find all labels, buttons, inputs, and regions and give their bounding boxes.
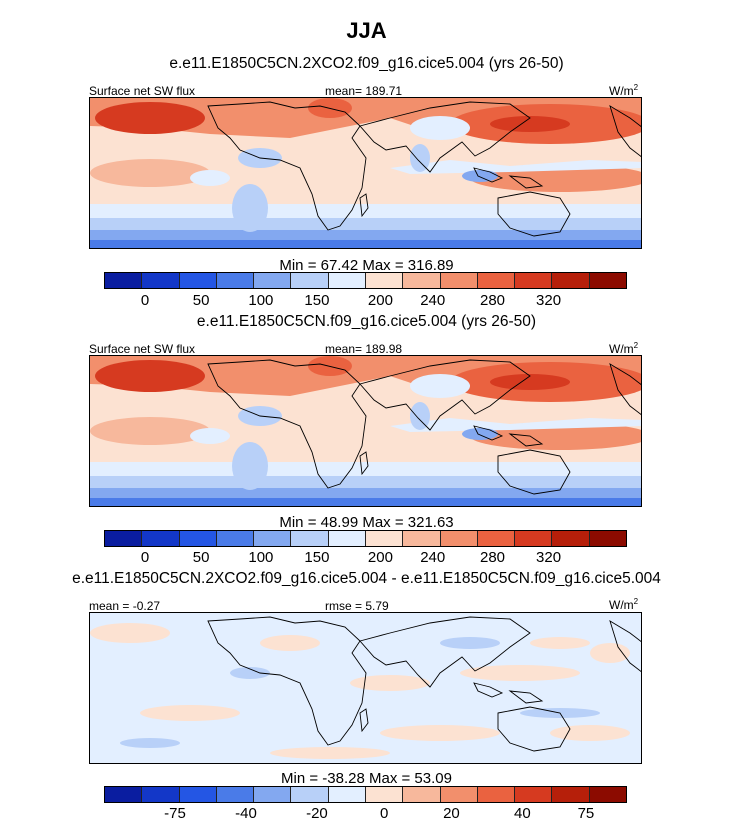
colorbar-tick-label: 100 [248, 292, 274, 309]
colorbar-tick-label: 280 [479, 549, 506, 566]
colorbar-tick-label: 200 [367, 549, 393, 566]
colorbar-tick-label: 50 [192, 292, 210, 309]
colorbar-swatch [142, 273, 180, 288]
colorbar-swatch [515, 531, 553, 546]
colorbar-swatch [328, 787, 366, 802]
colorbar-tick-label: 200 [367, 292, 393, 309]
panel-1-map-plot [90, 98, 641, 248]
colorbar-swatch [403, 787, 441, 802]
colorbar-tick-label: 40 [514, 805, 531, 822]
colorbar-swatch [552, 787, 590, 802]
colorbar-swatch [515, 787, 553, 802]
colorbar-swatch [291, 273, 329, 288]
colorbar-tick-label: 0 [140, 549, 150, 566]
colorbar-tick-label: 150 [304, 292, 330, 309]
colorbar-tick-label: -20 [306, 805, 328, 822]
colorbar-swatch [105, 787, 143, 802]
colorbar-swatch [589, 787, 626, 802]
colorbar-tick-label: 50 [192, 549, 210, 566]
colorbar-swatch [440, 531, 478, 546]
colorbar-swatch [552, 531, 590, 546]
colorbar-tick-label: -40 [235, 805, 257, 822]
colorbar-swatch [254, 531, 292, 546]
panel-1-variable-label: Surface net SW flux [89, 84, 196, 98]
figure-title: JJA [346, 18, 387, 43]
panel-1-colorbar-ticks: 0 50 100 150 200 240 280 320 [104, 292, 627, 310]
colorbar-swatch [440, 273, 478, 288]
panel-3-colorbar [104, 786, 627, 803]
colorbar-swatch [477, 787, 516, 802]
panel-3-rmse-label: rmse = 5.79 [325, 599, 389, 613]
panel-3-colorbar-ticks: -75 -40 -20 0 20 40 75 [104, 805, 627, 823]
colorbar-swatch [515, 273, 553, 288]
panel-2-title: e.e11.E1850C5CN.f09_g16.cice5.004 (yrs 2… [196, 313, 537, 330]
colorbar-swatch [216, 273, 255, 288]
panel-3-mean-label: mean = -0.27 [89, 599, 161, 613]
colorbar-swatch [179, 787, 217, 802]
panel-2-minmax: Min = 48.99 Max = 321.63 [279, 514, 454, 531]
colorbar-swatch [291, 787, 329, 802]
colorbar-tick-label: 100 [248, 549, 274, 566]
panel-2-map-plot [90, 356, 641, 506]
colorbar-swatch [365, 787, 404, 802]
panel-3-map [89, 612, 642, 764]
colorbar-swatch [105, 531, 143, 546]
colorbar-swatch [142, 787, 180, 802]
colorbar-tick-label: 280 [479, 292, 506, 309]
colorbar-swatch [179, 531, 217, 546]
panel-2-variable-label: Surface net SW flux [89, 342, 196, 356]
colorbar-swatch [105, 273, 143, 288]
colorbar-tick-label: 320 [536, 292, 562, 309]
colorbar-swatch [440, 787, 478, 802]
colorbar-swatch [589, 273, 626, 288]
colorbar-tick-label: 240 [420, 549, 446, 566]
colorbar-swatch [179, 273, 217, 288]
colorbar-swatch [328, 531, 366, 546]
panel-2-map [89, 355, 642, 507]
colorbar-tick-label: 20 [443, 805, 460, 822]
panel-2-colorbar [104, 530, 627, 547]
panel-2-mean-label: mean= 189.98 [325, 342, 403, 356]
colorbar-swatch [477, 531, 516, 546]
panel-3-title: e.e11.E1850C5CN.2XCO2.f09_g16.cice5.004 … [72, 570, 661, 587]
panel-3-minmax: Min = -38.28 Max = 53.09 [281, 770, 452, 787]
colorbar-tick-label: 0 [380, 805, 389, 822]
colorbar-tick-label: 150 [304, 549, 330, 566]
panel-1-colorbar [104, 272, 627, 289]
panel-3-units: W/m2 [609, 597, 639, 612]
panel-1-title: e.e11.E1850C5CN.2XCO2.f09_g16.cice5.004 … [169, 55, 564, 72]
colorbar-tick-label: 75 [577, 805, 595, 822]
colorbar-swatch [552, 273, 590, 288]
colorbar-swatch [328, 273, 366, 288]
colorbar-tick-label: 0 [140, 292, 150, 309]
colorbar-swatch [254, 787, 292, 802]
colorbar-tick-label: -75 [164, 805, 186, 822]
colorbar-swatch [142, 531, 180, 546]
colorbar-swatch [291, 531, 329, 546]
colorbar-tick-label: 320 [536, 549, 562, 566]
panel-1-minmax: Min = 67.42 Max = 316.89 [279, 257, 454, 274]
panel-1-units: W/m2 [609, 83, 639, 98]
panel-2-units: W/m2 [609, 341, 639, 356]
panel-2-colorbar-ticks: 0 50 100 150 200 240 280 320 [104, 549, 627, 567]
colorbar-swatch [216, 787, 255, 802]
panel-1-map [89, 97, 642, 249]
colorbar-swatch [254, 273, 292, 288]
colorbar-swatch [403, 531, 441, 546]
colorbar-swatch [365, 273, 404, 288]
colorbar-tick-label: 240 [420, 292, 446, 309]
colorbar-swatch [365, 531, 404, 546]
colorbar-swatch [589, 531, 626, 546]
colorbar-swatch [216, 531, 255, 546]
colorbar-swatch [477, 273, 516, 288]
panel-3-map-plot [90, 613, 641, 763]
colorbar-swatch [403, 273, 441, 288]
panel-1-mean-label: mean= 189.71 [325, 84, 403, 98]
